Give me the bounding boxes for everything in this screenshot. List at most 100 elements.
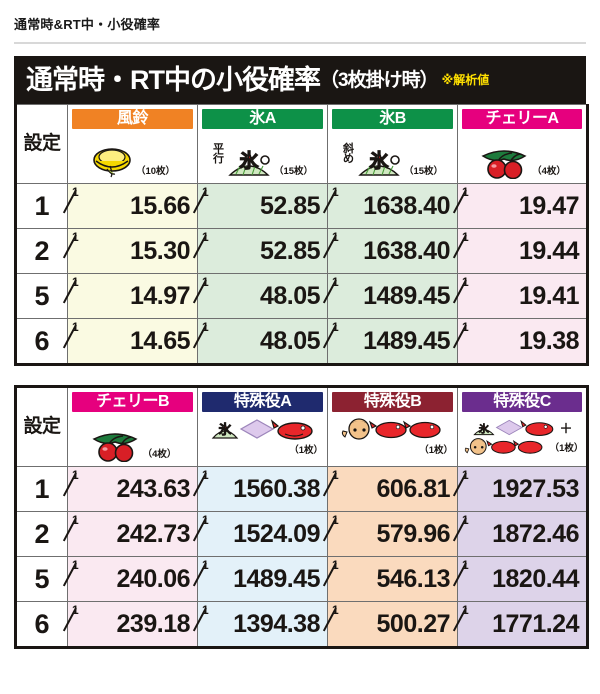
value-cell: 148.05 xyxy=(192,273,328,319)
value-cell: 114.65 xyxy=(62,318,198,365)
coin-count: （15枚） xyxy=(403,166,444,177)
plus-sign: ＋ xyxy=(559,421,573,436)
badge-label: 氷B xyxy=(332,109,453,129)
value-cell: 1239.18 xyxy=(62,601,198,648)
boy-fish-fish-icon xyxy=(461,437,549,456)
coin-count: （1枚） xyxy=(289,445,323,456)
denominator: 19.38 xyxy=(518,327,580,355)
table-row: 1 115.66 152.85 11638.40 119.47 xyxy=(15,183,588,229)
badge-label: 特殊役B xyxy=(332,392,453,412)
value-cell: 1606.81 xyxy=(322,466,458,512)
header-divider xyxy=(14,42,586,44)
value-cell: 11560.38 xyxy=(192,466,328,512)
value-cell: 11638.40 xyxy=(322,183,458,229)
ice-kanji-icon: 氷 xyxy=(226,145,272,179)
value-cell: 11489.45 xyxy=(322,318,458,365)
value-cell: 11820.44 xyxy=(452,556,588,602)
denominator: 606.81 xyxy=(376,475,451,503)
value-cell: 11524.09 xyxy=(192,511,328,557)
setting-header: 設定 xyxy=(15,386,68,467)
ice-diamond-fish-icon: 氷 xyxy=(211,416,315,442)
coin-count: （10枚） xyxy=(135,166,176,177)
denominator: 242.73 xyxy=(116,520,191,548)
denominator: 14.65 xyxy=(129,327,191,355)
column-header-special-b: 特殊役B xyxy=(327,386,458,467)
ice-diamond-fish-icon: 氷 xyxy=(471,418,557,437)
orientation-label: 平行 xyxy=(212,143,224,165)
svg-text:氷: 氷 xyxy=(239,150,259,172)
setting-value: 6 xyxy=(15,601,68,648)
table-row: 2 115.30 152.85 11638.40 119.44 xyxy=(15,228,588,274)
denominator: 579.96 xyxy=(376,520,451,548)
orientation-label: 斜め xyxy=(342,143,354,165)
denominator: 1872.46 xyxy=(492,520,579,548)
setting-value: 5 xyxy=(15,273,68,319)
value-cell: 114.97 xyxy=(62,273,198,319)
setting-value: 2 xyxy=(15,511,68,557)
probability-table-2: 設定 チェリーB xyxy=(14,385,589,649)
value-cell: 11489.45 xyxy=(192,556,328,602)
wind-chime-icon xyxy=(90,147,134,179)
coin-count: （1枚） xyxy=(419,445,453,456)
value-cell: 11771.24 xyxy=(452,601,588,648)
column-header-ice-b: 氷B 斜め 氷 （15枚） xyxy=(327,104,458,184)
denominator: 1489.45 xyxy=(363,282,450,310)
svg-text:氷: 氷 xyxy=(218,422,232,438)
value-cell: 119.38 xyxy=(452,318,588,365)
table-header-row: 設定 チェリーB xyxy=(15,386,588,467)
svg-text:氷: 氷 xyxy=(369,150,389,172)
value-cell: 1579.96 xyxy=(322,511,458,557)
column-header-special-a: 特殊役A 氷 xyxy=(197,386,328,467)
value-cell: 1240.06 xyxy=(62,556,198,602)
cherry-icon xyxy=(89,428,141,462)
value-cell: 115.30 xyxy=(62,228,198,274)
setting-value: 1 xyxy=(15,466,68,512)
value-cell: 1242.73 xyxy=(62,511,198,557)
title-banner: 通常時・RT中の小役確率 （3枚掛け時） ※解析値 xyxy=(14,56,586,104)
denominator: 14.97 xyxy=(129,282,191,310)
badge-label: チェリーB xyxy=(72,392,193,412)
value-cell: 152.85 xyxy=(192,228,328,274)
banner-title: 通常時・RT中の小役確率 xyxy=(26,64,321,95)
coin-count: （15枚） xyxy=(273,166,314,177)
table-row: 5 114.97 148.05 11489.45 119.41 xyxy=(15,273,588,319)
value-cell: 152.85 xyxy=(192,183,328,229)
setting-header-label-2: 設定 xyxy=(23,416,61,438)
table-row: 6 1239.18 11394.38 1500.27 11771.24 xyxy=(15,601,588,648)
badge-label: チェリーA xyxy=(462,109,582,129)
breadcrumb: 通常時&RT中・小役確率 xyxy=(14,17,161,32)
table-row: 5 1240.06 11489.45 1546.13 11820.44 xyxy=(15,556,588,602)
table-row: 6 114.65 148.05 11489.45 119.38 xyxy=(15,318,588,365)
setting-value: 5 xyxy=(15,556,68,602)
denominator: 1489.45 xyxy=(233,565,320,593)
value-cell: 148.05 xyxy=(192,318,328,365)
denominator: 1489.45 xyxy=(363,327,450,355)
denominator: 1927.53 xyxy=(492,475,579,503)
value-cell: 119.44 xyxy=(452,228,588,274)
denominator: 1820.44 xyxy=(492,565,579,593)
badge-label: 特殊役C xyxy=(462,392,582,412)
banner-subtitle: （3枚掛け時） xyxy=(320,69,439,91)
coin-count: （1枚） xyxy=(549,443,584,454)
value-cell: 11872.46 xyxy=(452,511,588,557)
value-cell: 11394.38 xyxy=(192,601,328,648)
ice-kanji-icon: 氷 xyxy=(356,145,402,179)
setting-header-label-1: 設定 xyxy=(23,133,61,155)
denominator: 500.27 xyxy=(376,610,451,638)
setting-value: 1 xyxy=(15,183,68,229)
denominator: 239.18 xyxy=(116,610,191,638)
svg-text:氷: 氷 xyxy=(478,422,490,435)
value-cell: 115.66 xyxy=(62,183,198,229)
denominator: 15.66 xyxy=(129,192,191,220)
denominator: 1524.09 xyxy=(233,520,320,548)
value-cell: 1500.27 xyxy=(322,601,458,648)
denominator: 15.30 xyxy=(129,237,191,265)
value-cell: 1546.13 xyxy=(322,556,458,602)
table-header-row: 設定 風鈴 （ xyxy=(15,104,588,184)
setting-value: 6 xyxy=(15,318,68,365)
value-cell: 11489.45 xyxy=(322,273,458,319)
denominator: 1771.24 xyxy=(492,610,579,638)
